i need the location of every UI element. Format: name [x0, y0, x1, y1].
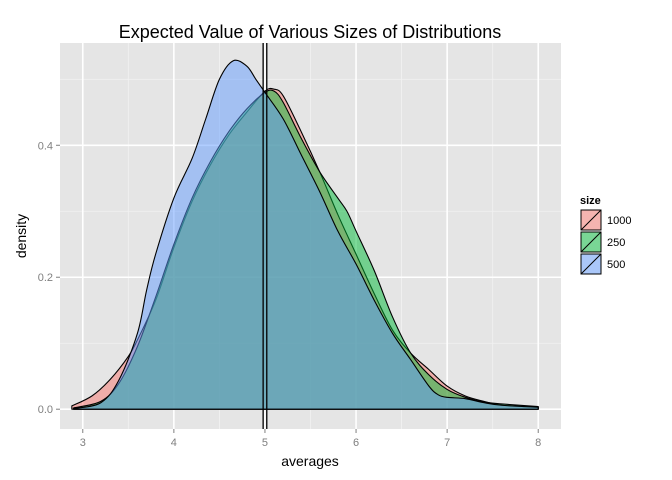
y-axis-ticks: 0.0 0.2 0.4 — [38, 140, 60, 416]
legend-label-500: 500 — [607, 259, 625, 271]
x-tick-label: 7 — [444, 437, 450, 449]
legend-label-250: 250 — [607, 237, 625, 249]
x-tick-label: 8 — [535, 437, 541, 449]
x-tick-label: 5 — [262, 437, 268, 449]
density-areas — [71, 59, 539, 410]
y-axis-title: density — [13, 214, 29, 258]
chart-title: Expected Value of Various Sizes of Distr… — [119, 22, 502, 42]
x-axis-title: averages — [281, 453, 339, 469]
x-axis-ticks: 3 4 5 6 7 8 — [80, 429, 541, 449]
legend-key-slash — [580, 231, 602, 253]
legend-key-slash — [580, 209, 602, 231]
y-tick-label: 0.4 — [38, 140, 53, 152]
legend-title: size — [580, 195, 601, 207]
legend: size 1000 250 500 — [579, 195, 631, 276]
y-tick-label: 0.2 — [38, 272, 53, 284]
legend-label-1000: 1000 — [607, 215, 631, 227]
mean-lines — [262, 43, 268, 429]
y-tick-label: 0.0 — [38, 404, 53, 416]
density-area-500 — [73, 59, 539, 410]
x-tick-label: 3 — [80, 437, 86, 449]
legend-key-slash — [580, 253, 602, 275]
x-tick-label: 4 — [171, 437, 177, 449]
x-tick-label: 6 — [353, 437, 359, 449]
